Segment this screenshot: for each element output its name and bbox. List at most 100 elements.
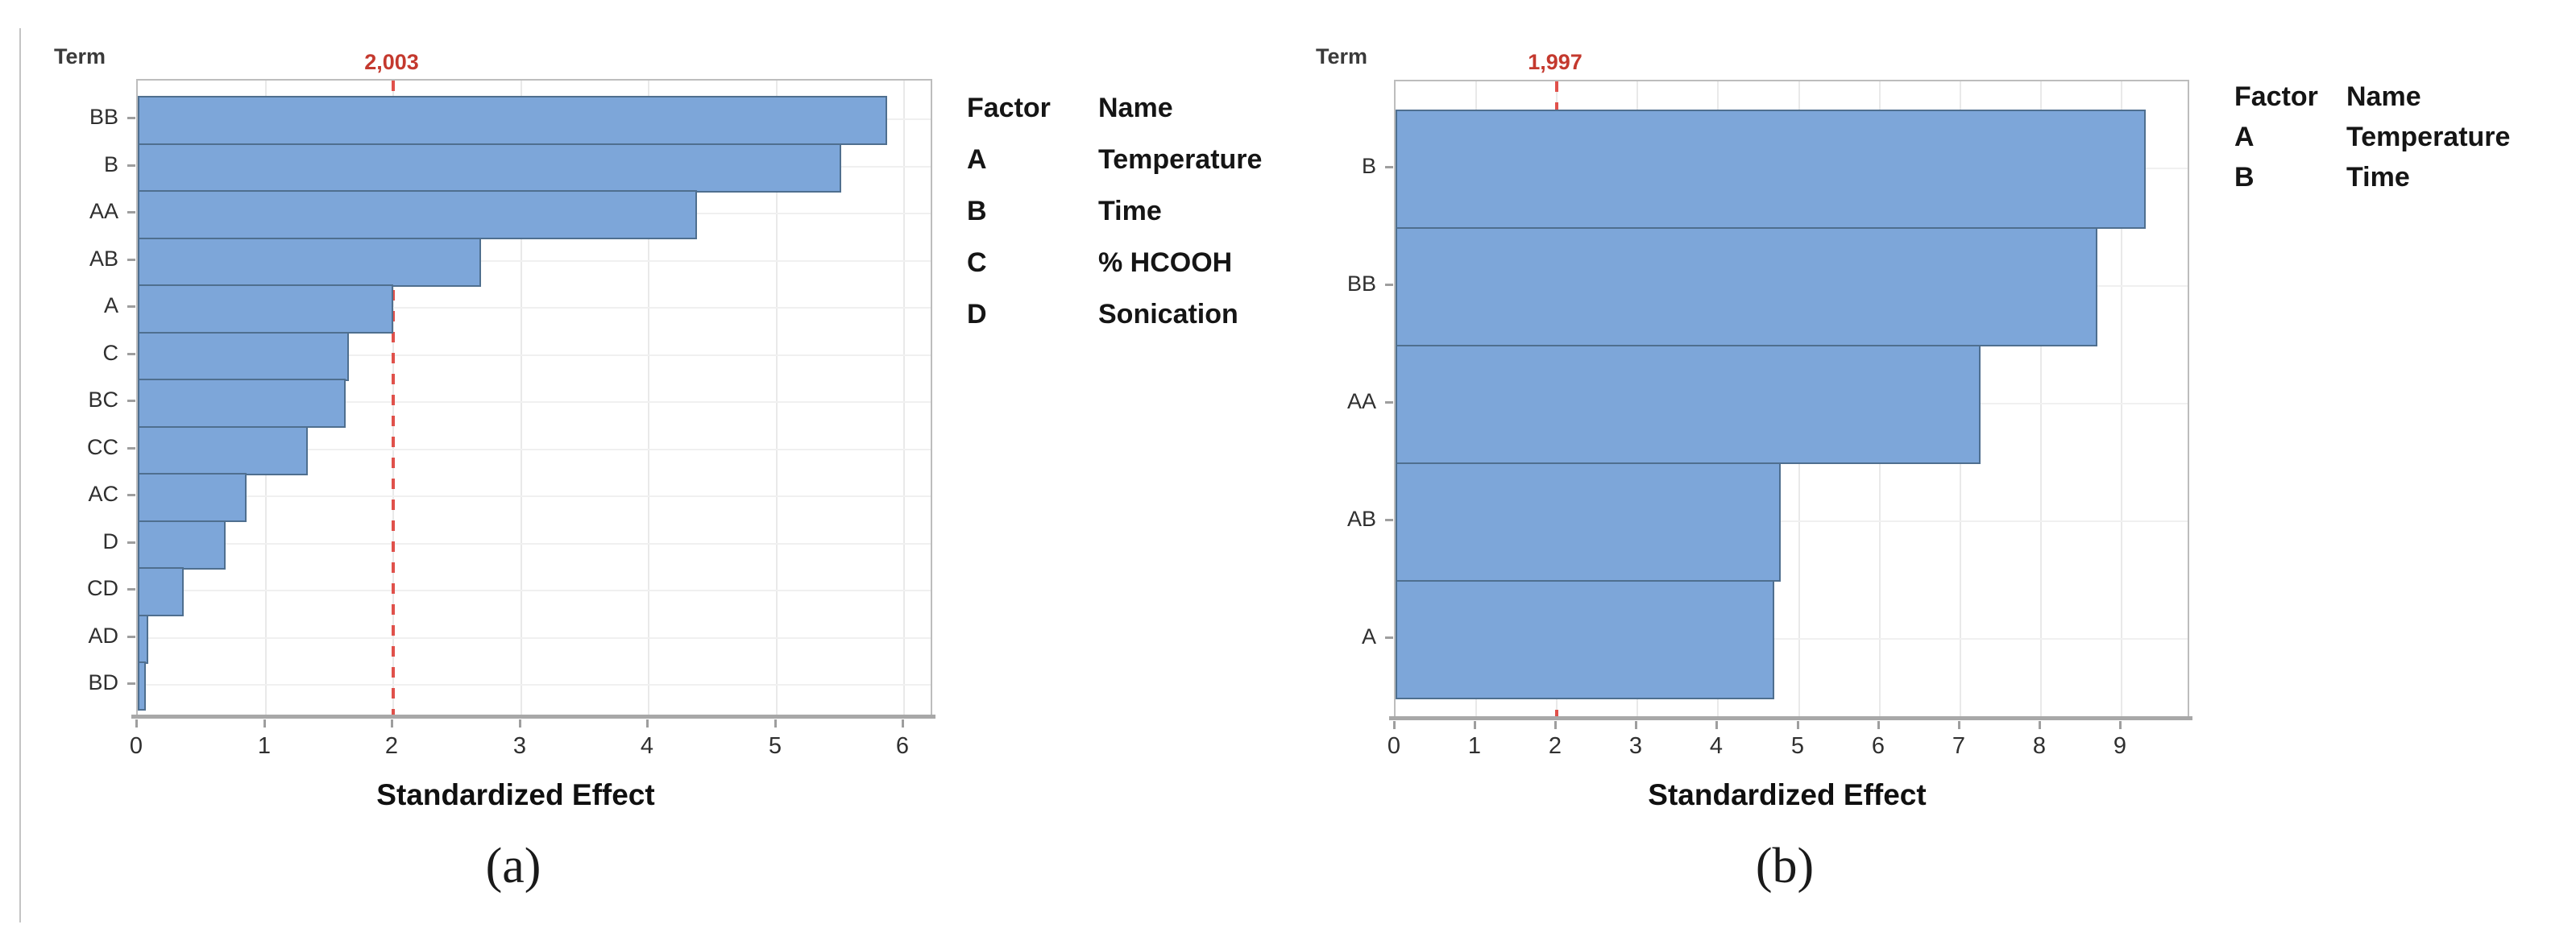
legend-factor-name: Temperature bbox=[1098, 144, 1263, 175]
x-tick-mark bbox=[1635, 721, 1637, 729]
gridline-horizontal bbox=[138, 401, 931, 403]
bar-B bbox=[138, 143, 841, 193]
x-axis-title: Standardized Effect bbox=[376, 778, 655, 811]
gridline-vertical bbox=[2121, 81, 2122, 717]
x-tick-label: 4 bbox=[1709, 733, 1724, 759]
x-tick-label: 2 bbox=[384, 733, 399, 759]
x-tick-label: 3 bbox=[512, 733, 527, 759]
legend-factor-name: Temperature bbox=[2346, 122, 2511, 152]
gridline-vertical bbox=[1636, 81, 1638, 717]
gridline-horizontal bbox=[138, 118, 931, 120]
y-tick-mark bbox=[127, 400, 135, 402]
legend-factor-letter: B bbox=[2234, 162, 2255, 193]
bar-AA bbox=[1396, 345, 1981, 464]
bar-B bbox=[1396, 110, 2146, 229]
legend-factor-letter: D bbox=[967, 299, 987, 330]
bar-AA bbox=[138, 190, 697, 239]
y-tick-mark bbox=[127, 447, 135, 450]
x-tick-label: 4 bbox=[640, 733, 654, 759]
bar-BD bbox=[138, 661, 146, 711]
legend-factor-letter: C bbox=[967, 247, 987, 278]
gridline-horizontal bbox=[138, 213, 931, 214]
legend-factor-name: % HCOOH bbox=[1098, 247, 1233, 278]
y-category-label: CD bbox=[87, 576, 118, 600]
y-tick-mark bbox=[1385, 401, 1393, 404]
y-tick-mark bbox=[127, 211, 135, 213]
figure-left-border bbox=[19, 28, 21, 922]
x-tick-label: 5 bbox=[1790, 733, 1805, 759]
y-tick-mark bbox=[127, 305, 135, 308]
gridline-horizontal bbox=[138, 543, 931, 545]
y-category-label: AC bbox=[88, 482, 118, 506]
gridline-vertical bbox=[1960, 81, 1961, 717]
x-tick-label: 2 bbox=[1548, 733, 1562, 759]
legend-header-factor: Factor bbox=[967, 93, 1051, 123]
x-tick-label: 9 bbox=[2113, 733, 2127, 759]
bar-AB bbox=[138, 238, 481, 287]
x-tick-mark bbox=[1797, 721, 1799, 729]
legend-factor-name: Time bbox=[2346, 162, 2410, 193]
gridline-vertical bbox=[521, 81, 522, 715]
x-tick-label: 6 bbox=[895, 733, 910, 759]
gridline-vertical bbox=[903, 81, 905, 715]
x-tick-mark bbox=[646, 719, 649, 728]
x-tick-label: 7 bbox=[1952, 733, 1966, 759]
y-category-label: B bbox=[103, 152, 118, 176]
bar-A bbox=[1396, 580, 1774, 699]
y-tick-mark bbox=[1385, 166, 1393, 168]
y-tick-mark bbox=[127, 164, 135, 167]
y-tick-mark bbox=[127, 541, 135, 544]
panel-caption: (b) bbox=[1755, 839, 1815, 893]
gridline-horizontal bbox=[1396, 638, 2188, 640]
x-tick-label: 1 bbox=[257, 733, 272, 759]
gridline-horizontal bbox=[138, 495, 931, 497]
x-tick-label: 1 bbox=[1467, 733, 1482, 759]
gridline-horizontal bbox=[1396, 520, 2188, 522]
gridline-horizontal bbox=[138, 354, 931, 356]
x-tick-label: 3 bbox=[1628, 733, 1643, 759]
gridline-vertical bbox=[392, 81, 394, 715]
significance-reference-line bbox=[392, 81, 395, 715]
x-tick-mark bbox=[1474, 721, 1476, 729]
x-axis-title: Standardized Effect bbox=[1648, 778, 1927, 811]
y-category-label: BC bbox=[88, 388, 118, 412]
legend-header-name: Name bbox=[1098, 93, 1173, 123]
x-tick-mark bbox=[774, 719, 777, 728]
legend-header-factor: Factor bbox=[2234, 81, 2318, 112]
x-tick-mark bbox=[519, 719, 521, 728]
y-category-label: B bbox=[1361, 154, 1376, 178]
x-tick-label: 8 bbox=[2032, 733, 2047, 759]
y-category-label: C bbox=[102, 341, 119, 365]
y-category-label: AB bbox=[1346, 507, 1376, 531]
y-category-label: BD bbox=[88, 670, 118, 694]
legend-header-name: Name bbox=[2346, 81, 2421, 112]
legend-factor-name: Time bbox=[1098, 196, 1162, 226]
gridline-vertical bbox=[648, 81, 649, 715]
y-tick-mark bbox=[127, 636, 135, 638]
gridline-horizontal bbox=[138, 307, 931, 309]
y-tick-mark bbox=[127, 588, 135, 591]
x-tick-mark bbox=[135, 719, 138, 728]
bar-CC bbox=[138, 426, 308, 475]
y-tick-mark bbox=[127, 494, 135, 496]
legend-factor-letter: A bbox=[2234, 122, 2255, 152]
gridline-vertical bbox=[265, 81, 267, 715]
bar-CD bbox=[138, 567, 184, 616]
y-tick-mark bbox=[1385, 519, 1393, 521]
gridline-vertical bbox=[2040, 81, 2042, 717]
x-tick-mark bbox=[1877, 721, 1880, 729]
y-tick-mark bbox=[127, 117, 135, 119]
bar-AD bbox=[138, 615, 148, 664]
x-tick-label: 6 bbox=[1871, 733, 1885, 759]
y-tick-mark bbox=[1385, 636, 1393, 639]
gridline-horizontal bbox=[138, 449, 931, 450]
x-tick-label: 0 bbox=[1387, 733, 1401, 759]
x-tick-label: 5 bbox=[768, 733, 782, 759]
y-category-label: BB bbox=[1346, 272, 1376, 296]
legend-factor-letter: B bbox=[967, 196, 987, 226]
plot-area bbox=[1394, 80, 2189, 719]
x-tick-mark bbox=[2119, 721, 2122, 729]
